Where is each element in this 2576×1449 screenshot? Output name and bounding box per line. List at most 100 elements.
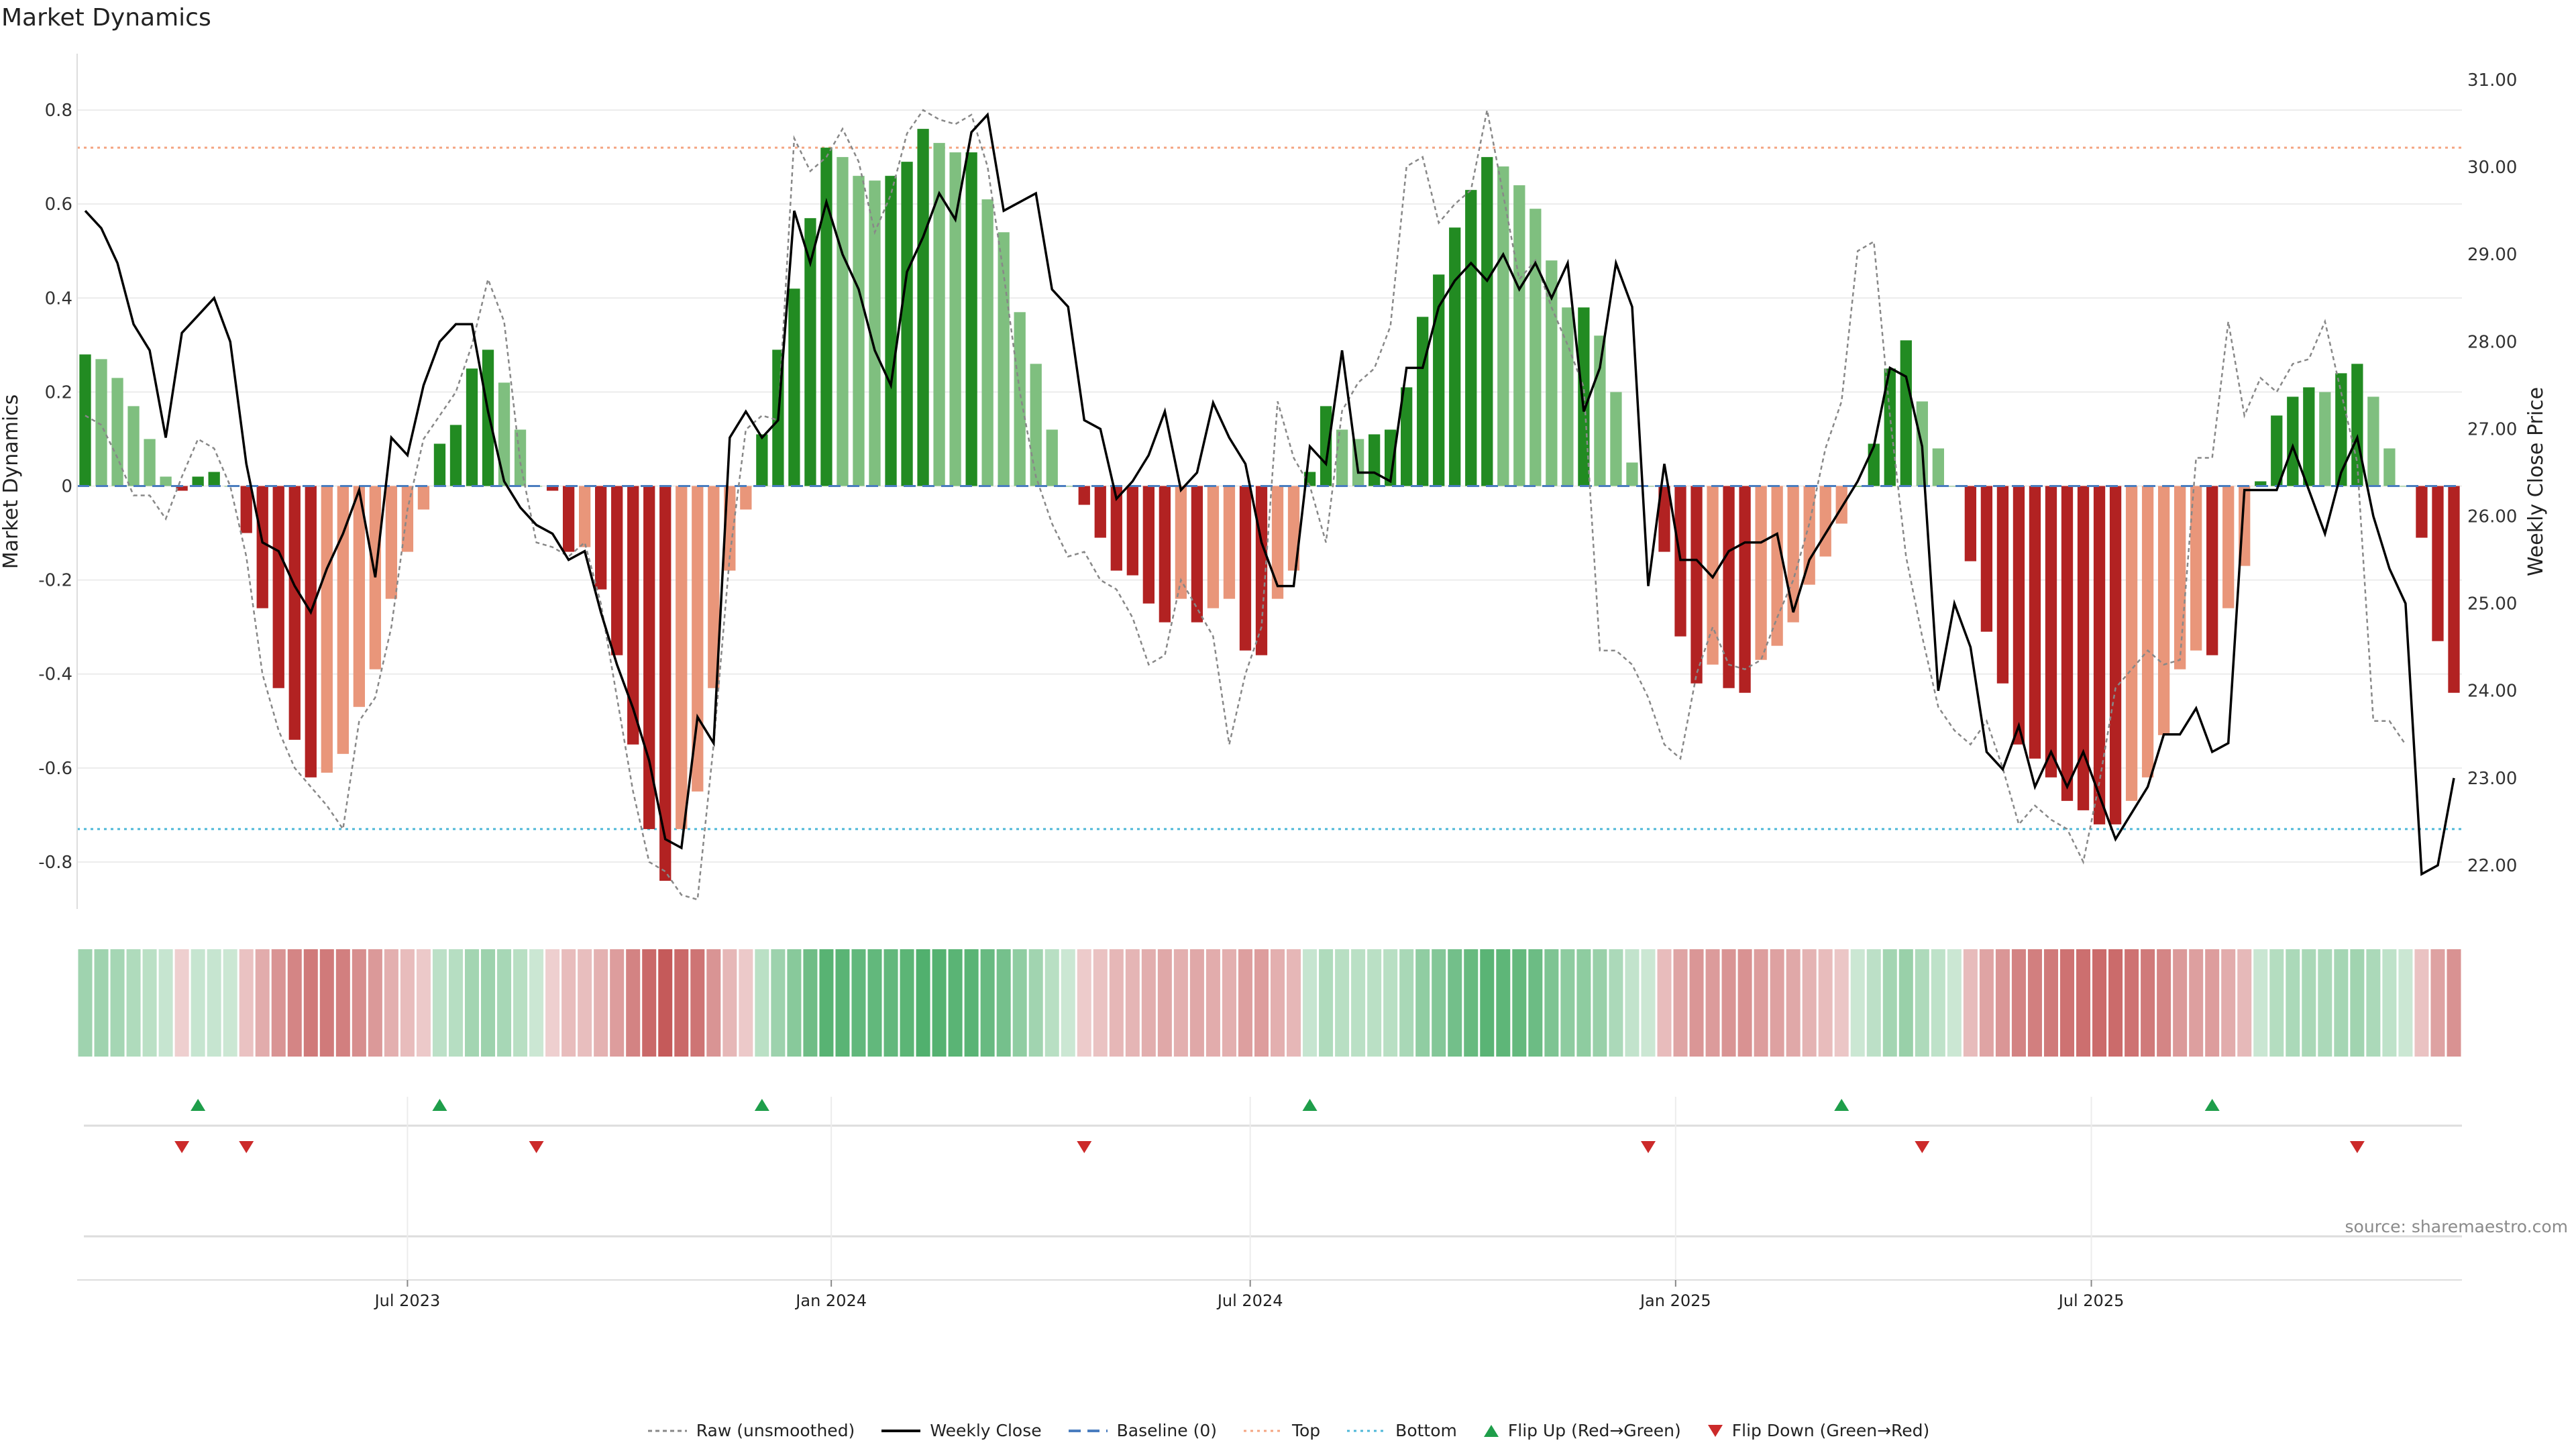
heat-cell (1271, 949, 1285, 1057)
heat-cell (1850, 949, 1865, 1057)
bar (1658, 486, 1670, 552)
flip-up-marker (754, 1099, 769, 1111)
heat-cell (2382, 949, 2397, 1057)
bar (95, 359, 107, 486)
bar (1948, 486, 1961, 487)
heat-cell (1802, 949, 1817, 1057)
heat-cell (1222, 949, 1236, 1057)
heat-cell (1657, 949, 1672, 1057)
bar (1417, 317, 1429, 486)
raw-line (85, 109, 2406, 901)
heat-cell (1641, 949, 1656, 1057)
heat-cell (1560, 949, 1575, 1057)
bar (2190, 486, 2202, 651)
heat-cell (787, 949, 802, 1057)
legend-label: Raw (unsmoothed) (696, 1421, 855, 1440)
heat-cell (1093, 949, 1108, 1057)
heat-strip (78, 949, 2461, 1057)
heat-cell (239, 949, 254, 1057)
bar (433, 443, 446, 486)
bar (562, 486, 575, 552)
bar (981, 199, 994, 486)
bar (1755, 486, 1767, 660)
heat-cell (1157, 949, 1172, 1057)
heat-cell (2092, 949, 2107, 1057)
heat-cell (1818, 949, 1833, 1057)
heat-cell (319, 949, 334, 1057)
threshold-layer (77, 146, 2462, 830)
heat-cell (578, 949, 592, 1057)
heat-cell (207, 949, 221, 1057)
legend-label: Bottom (1395, 1421, 1457, 1440)
bar (1449, 227, 1461, 486)
heat-cell (1979, 949, 1994, 1057)
bar (417, 486, 430, 510)
bar-layer (77, 129, 2462, 881)
bar (1465, 190, 1477, 486)
bar (1175, 486, 1187, 599)
heat-cell (1721, 949, 1736, 1057)
heat-cell (867, 949, 882, 1057)
heat-cell (1141, 949, 1156, 1057)
bar (1126, 486, 1138, 576)
heat-cell (481, 949, 496, 1057)
heat-cell (1287, 949, 1301, 1057)
bar (2077, 486, 2090, 810)
bar (595, 486, 607, 590)
bar (1110, 486, 1122, 571)
heat-cell (303, 949, 318, 1057)
heat-cell (1399, 949, 1414, 1057)
bar (1513, 185, 1525, 486)
bar (692, 486, 704, 792)
bar (2255, 481, 2267, 486)
heat-cell (2059, 949, 2075, 1057)
heat-cell (2334, 949, 2349, 1057)
x-tick-label: Jan 2025 (1639, 1291, 1711, 1310)
heat-cell (158, 949, 173, 1057)
heat-cell (2125, 949, 2139, 1057)
flip-down-marker (2349, 1141, 2365, 1153)
legend-label: Flip Down (Green→Red) (1731, 1421, 1930, 1440)
bar (1062, 486, 1074, 487)
heat-cell (948, 949, 963, 1057)
weekly-close-line (84, 112, 2455, 876)
heat-cell (1898, 949, 1913, 1057)
bar (2319, 392, 2331, 486)
bar (1868, 443, 1880, 486)
bar (2400, 486, 2412, 487)
y-tick-label: 0.4 (45, 288, 72, 309)
bar (901, 162, 913, 486)
bar (1723, 486, 1735, 688)
bar (1223, 486, 1236, 599)
heat-cell (529, 949, 544, 1057)
bar (1481, 157, 1493, 486)
bar (1819, 486, 1831, 557)
bar (305, 486, 317, 777)
heat-cell (706, 949, 721, 1057)
heat-cell (1109, 949, 1124, 1057)
heat-cell (174, 949, 189, 1057)
bar (1336, 429, 1348, 486)
heat-cell (658, 949, 673, 1057)
heat-cell (2237, 949, 2252, 1057)
bar (1014, 312, 1026, 486)
heat-cell (1367, 949, 1382, 1057)
heat-cell (1319, 949, 1334, 1057)
heat-cell (1254, 949, 1269, 1057)
heat-cell (2302, 949, 2316, 1057)
heat-cell (271, 949, 286, 1057)
bar (756, 434, 768, 486)
heat-cell (916, 949, 930, 1057)
heat-cell (2398, 949, 2413, 1057)
raw-legend-swatch (647, 1430, 687, 1432)
y-tick-label: -0.2 (38, 571, 72, 591)
legend-item-flip-up: Flip Up (Red→Green) (1483, 1421, 1681, 1440)
heat-cell (1963, 949, 1978, 1057)
bar (449, 425, 462, 486)
bar (498, 382, 511, 486)
flip-down-marker (1640, 1141, 1656, 1153)
bar (1851, 486, 1864, 487)
heat-cell (1737, 949, 1752, 1057)
heat-cell (1012, 949, 1027, 1057)
